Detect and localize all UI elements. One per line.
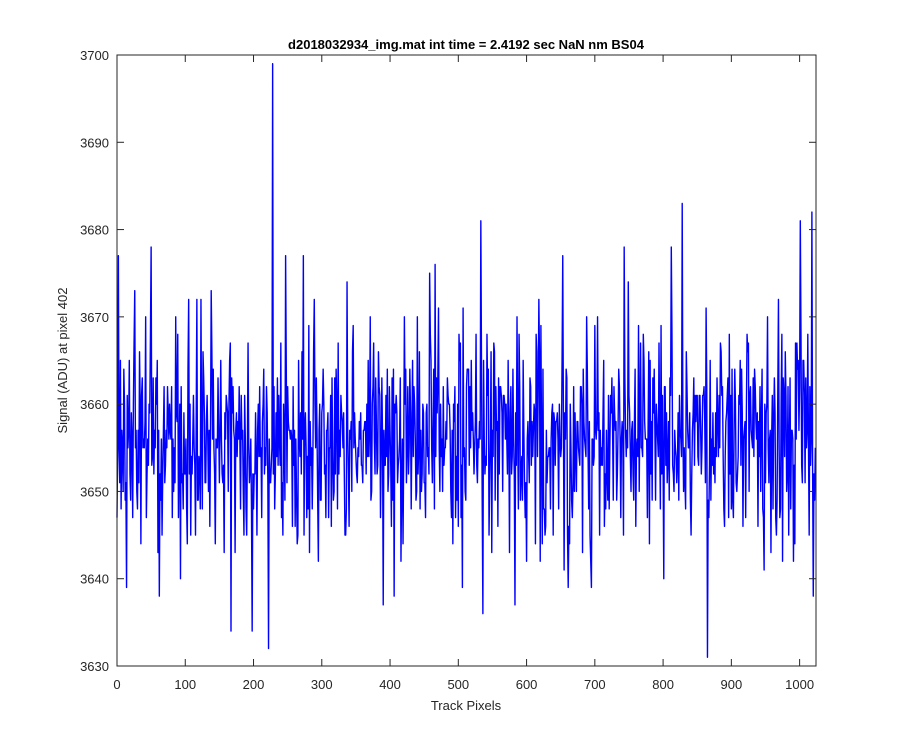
x-tick-label: 500 — [447, 677, 469, 692]
y-tick-label: 3630 — [80, 659, 109, 674]
data-series — [116, 63, 817, 658]
y-tick-label: 3680 — [80, 223, 109, 238]
x-tick-label: 1000 — [785, 677, 814, 692]
y-tick-label: 3670 — [80, 310, 109, 325]
x-tick-label: 400 — [379, 677, 401, 692]
y-tick-label: 3650 — [80, 484, 109, 499]
axes-box — [116, 54, 817, 667]
x-tick-label: 800 — [652, 677, 674, 692]
series-line — [116, 63, 817, 658]
x-tick-label: 0 — [113, 677, 120, 692]
plot-area — [117, 55, 816, 666]
y-tick-label: 3660 — [80, 397, 109, 412]
chart-title: d2018032934_img.mat int time = 2.4192 se… — [288, 37, 645, 52]
x-tick-label: 200 — [243, 677, 265, 692]
y-tick-label: 3690 — [80, 135, 109, 150]
x-tick-label: 600 — [516, 677, 538, 692]
y-axis-ticks: 3630 3640 3650 3660 3670 3680 3690 3700 — [80, 48, 816, 674]
x-tick-label: 700 — [584, 677, 606, 692]
x-axis-ticks: 0 100 200 300 400 500 600 700 800 900 1000 — [113, 55, 814, 692]
y-tick-label: 3700 — [80, 48, 109, 63]
y-tick-label: 3640 — [80, 572, 109, 587]
x-tick-label: 300 — [311, 677, 333, 692]
x-tick-label: 900 — [721, 677, 743, 692]
x-axis-label: Track Pixels — [431, 698, 502, 713]
x-tick-label: 100 — [174, 677, 196, 692]
y-axis-label: Signal (ADU) at pixel 402 — [55, 288, 70, 434]
